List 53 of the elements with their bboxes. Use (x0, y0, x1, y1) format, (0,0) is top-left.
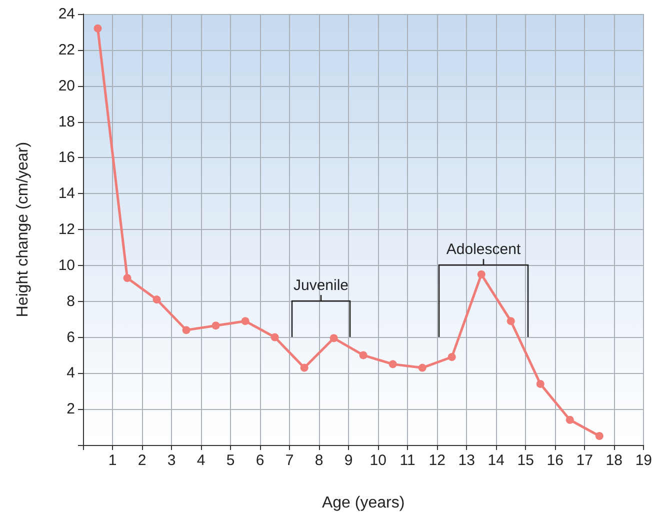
x-axis-title: Age (years) (322, 494, 405, 512)
point (418, 364, 426, 372)
annotation: Juvenile (293, 277, 349, 294)
y-tick-label: 2 (66, 400, 75, 418)
x-tick-label: 10 (370, 452, 386, 469)
x-tick-label: 8 (314, 452, 324, 469)
point (595, 432, 604, 440)
y-tick-label: 12 (58, 221, 75, 238)
annotation: Adolescent (446, 241, 521, 258)
y-tick-label: 6 (66, 328, 75, 346)
y-tick-label: 4 (66, 364, 75, 382)
y-tick-label: 20 (58, 77, 75, 94)
point (448, 353, 456, 361)
x-tick-label: 2 (138, 452, 146, 469)
x-tick-label: 14 (488, 452, 504, 469)
x-tick-label: 16 (546, 452, 564, 469)
point (300, 364, 308, 372)
point (388, 360, 397, 368)
point (359, 351, 368, 360)
x-tick-label: 5 (226, 452, 235, 469)
point (94, 24, 102, 32)
x-tick-label: 3 (167, 452, 176, 469)
y-tick-label: 10 (58, 256, 75, 274)
point (270, 333, 279, 342)
y-tick-label: 24 (58, 6, 75, 22)
point (152, 296, 161, 304)
point (212, 322, 220, 330)
x-tick-label: 9 (344, 452, 353, 469)
point (123, 274, 132, 282)
x-tick-label: 11 (400, 452, 416, 469)
x-tick-label: 15 (517, 452, 534, 469)
x-tick-label: 1 (108, 452, 117, 469)
x-tick-label: 13 (458, 452, 475, 469)
x-tick-label: 7 (285, 452, 294, 469)
y-tick-label: 8 (66, 292, 75, 310)
y-tick-label: 18 (58, 113, 75, 130)
y-tick-label: 16 (58, 149, 75, 166)
point (536, 380, 544, 388)
x-tick-label: 18 (606, 452, 622, 469)
y-axis-title: Height change (cm/year) (14, 142, 32, 318)
point (330, 334, 338, 342)
x-tick-label: 17 (576, 452, 593, 469)
x-tick-label: 4 (196, 452, 206, 469)
y-tick-label: 22 (58, 41, 75, 58)
x-tick-label: 12 (428, 452, 446, 469)
point (566, 416, 574, 424)
point (241, 317, 250, 326)
x-tick-label: 6 (256, 452, 264, 469)
y-tick-label: 14 (58, 185, 75, 202)
point (477, 270, 486, 278)
point (182, 326, 190, 334)
point (506, 317, 515, 326)
x-tick-label: 19 (635, 452, 652, 469)
